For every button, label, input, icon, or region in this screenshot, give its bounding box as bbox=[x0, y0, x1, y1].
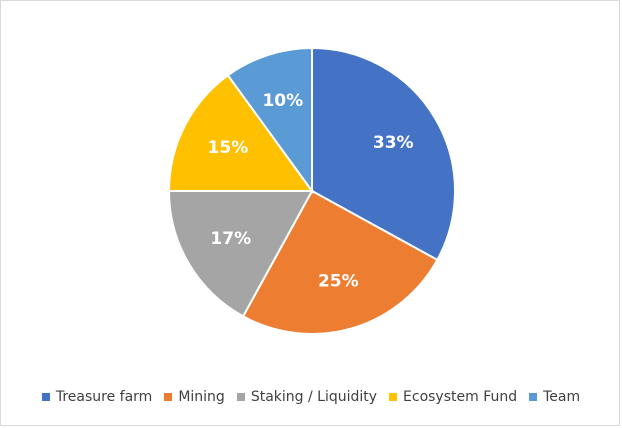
legend-swatch bbox=[41, 393, 50, 401]
legend-swatch bbox=[236, 393, 245, 401]
pie-slice-staking-liquidity bbox=[167, 190, 314, 318]
pie-slice-mining bbox=[241, 189, 439, 335]
legend-item-treasure-farm: Treasure farm bbox=[41, 389, 153, 405]
pie-slice-team bbox=[226, 46, 313, 195]
pie-slice-ecosystem-fund bbox=[167, 73, 314, 192]
legend-swatch bbox=[529, 393, 538, 401]
data-label-team: 10% bbox=[262, 91, 303, 111]
legend-label: Ecosystem Fund bbox=[403, 389, 518, 405]
legend-item-ecosystem-fund: Ecosystem Fund bbox=[389, 389, 517, 405]
legend-label: Mining bbox=[178, 389, 225, 405]
data-label-treasure-farm: 33% bbox=[373, 133, 414, 153]
data-label-mining: 25% bbox=[318, 272, 359, 292]
legend-swatch bbox=[389, 393, 398, 401]
pie-slice-treasure-farm bbox=[311, 46, 456, 262]
legend-label: Treasure farm bbox=[55, 389, 153, 405]
data-label-ecosystem-fund: 15% bbox=[208, 138, 249, 158]
data-label-staking-liquidity: 17% bbox=[210, 229, 251, 249]
legend-item-staking-liquidity: Staking / Liquidity bbox=[236, 389, 378, 405]
legend-label: Team bbox=[543, 389, 581, 405]
legend-swatch bbox=[164, 393, 173, 401]
legend-label: Staking / Liquidity bbox=[250, 389, 378, 405]
legend-item-mining: Mining bbox=[164, 389, 225, 405]
legend-item-team: Team bbox=[529, 389, 580, 405]
legend: Treasure farm Mining Staking / Liquidity… bbox=[1, 385, 621, 409]
